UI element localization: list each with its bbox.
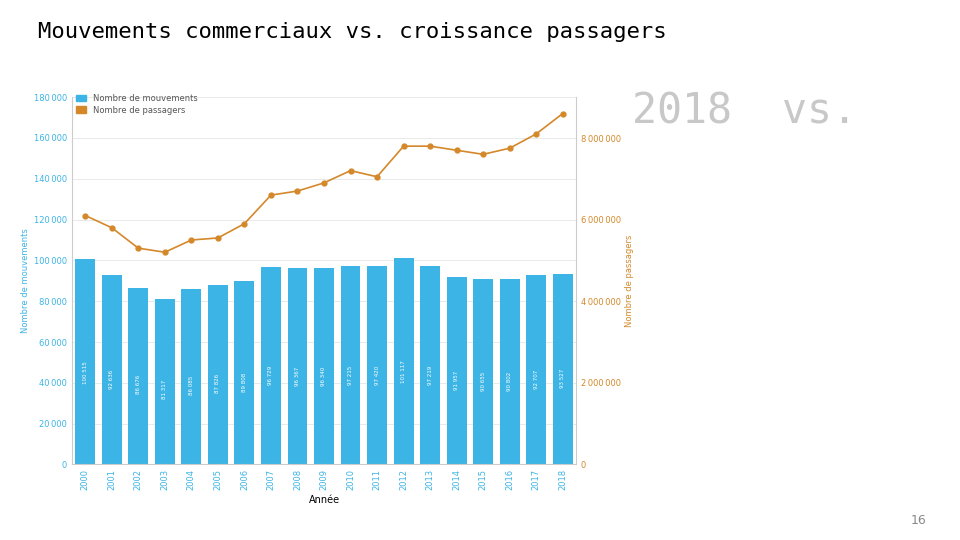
Bar: [420, 266, 440, 464]
Text: 96 367: 96 367: [295, 366, 300, 386]
Text: %: %: [668, 250, 687, 279]
Text: 86 085: 86 085: [189, 376, 194, 395]
Text: 16: 16: [911, 514, 926, 526]
Text: 89 808: 89 808: [242, 373, 247, 392]
Text: 86 676: 86 676: [135, 375, 141, 394]
Bar: [234, 281, 254, 464]
Bar: [155, 299, 175, 464]
Text: 96 729: 96 729: [269, 366, 274, 385]
Bar: [526, 275, 546, 464]
Text: 93 527: 93 527: [561, 369, 565, 388]
X-axis label: Année: Année: [308, 495, 340, 504]
Y-axis label: Nombre de mouvements: Nombre de mouvements: [21, 228, 30, 333]
Legend: Nombre de mouvements, Nombre de passagers: Nombre de mouvements, Nombre de passager…: [76, 94, 198, 114]
Text: 97 215: 97 215: [348, 366, 353, 385]
Text: 92 636: 92 636: [109, 370, 114, 389]
Bar: [129, 288, 148, 464]
Text: 100 515: 100 515: [83, 361, 87, 383]
Text: 92 707: 92 707: [534, 370, 539, 389]
Bar: [446, 277, 467, 464]
Text: 2018  vs.: 2018 vs.: [632, 90, 856, 132]
Text: 91 957: 91 957: [454, 370, 459, 389]
Text: 96 340: 96 340: [322, 366, 326, 386]
Text: 90 802: 90 802: [507, 372, 513, 390]
Text: 97 219: 97 219: [427, 366, 433, 385]
Text: 87 826: 87 826: [215, 374, 221, 394]
Bar: [181, 289, 202, 464]
Bar: [75, 259, 95, 464]
Y-axis label: Nombre de passagers: Nombre de passagers: [625, 234, 635, 327]
Bar: [288, 268, 307, 464]
Bar: [261, 267, 281, 464]
Text: mouvements
commerciaux: mouvements commerciaux: [793, 250, 903, 295]
Text: passagers: passagers: [633, 329, 723, 347]
Bar: [500, 279, 519, 464]
Text: -6,5 %: -6,5 %: [783, 162, 913, 196]
Text: 90 655: 90 655: [481, 372, 486, 391]
Text: 81 317: 81 317: [162, 380, 167, 400]
Bar: [341, 266, 360, 464]
Bar: [208, 285, 228, 464]
Text: 97 420: 97 420: [374, 366, 379, 384]
Bar: [102, 275, 122, 464]
Bar: [394, 258, 414, 464]
Text: +45,4: +45,4: [623, 162, 732, 196]
Bar: [367, 266, 387, 464]
Bar: [553, 274, 573, 464]
Bar: [314, 268, 334, 464]
Text: 101 117: 101 117: [401, 360, 406, 383]
Bar: [473, 280, 493, 464]
Text: Mouvements commerciaux vs. croissance passagers: Mouvements commerciaux vs. croissance pa…: [38, 22, 667, 42]
